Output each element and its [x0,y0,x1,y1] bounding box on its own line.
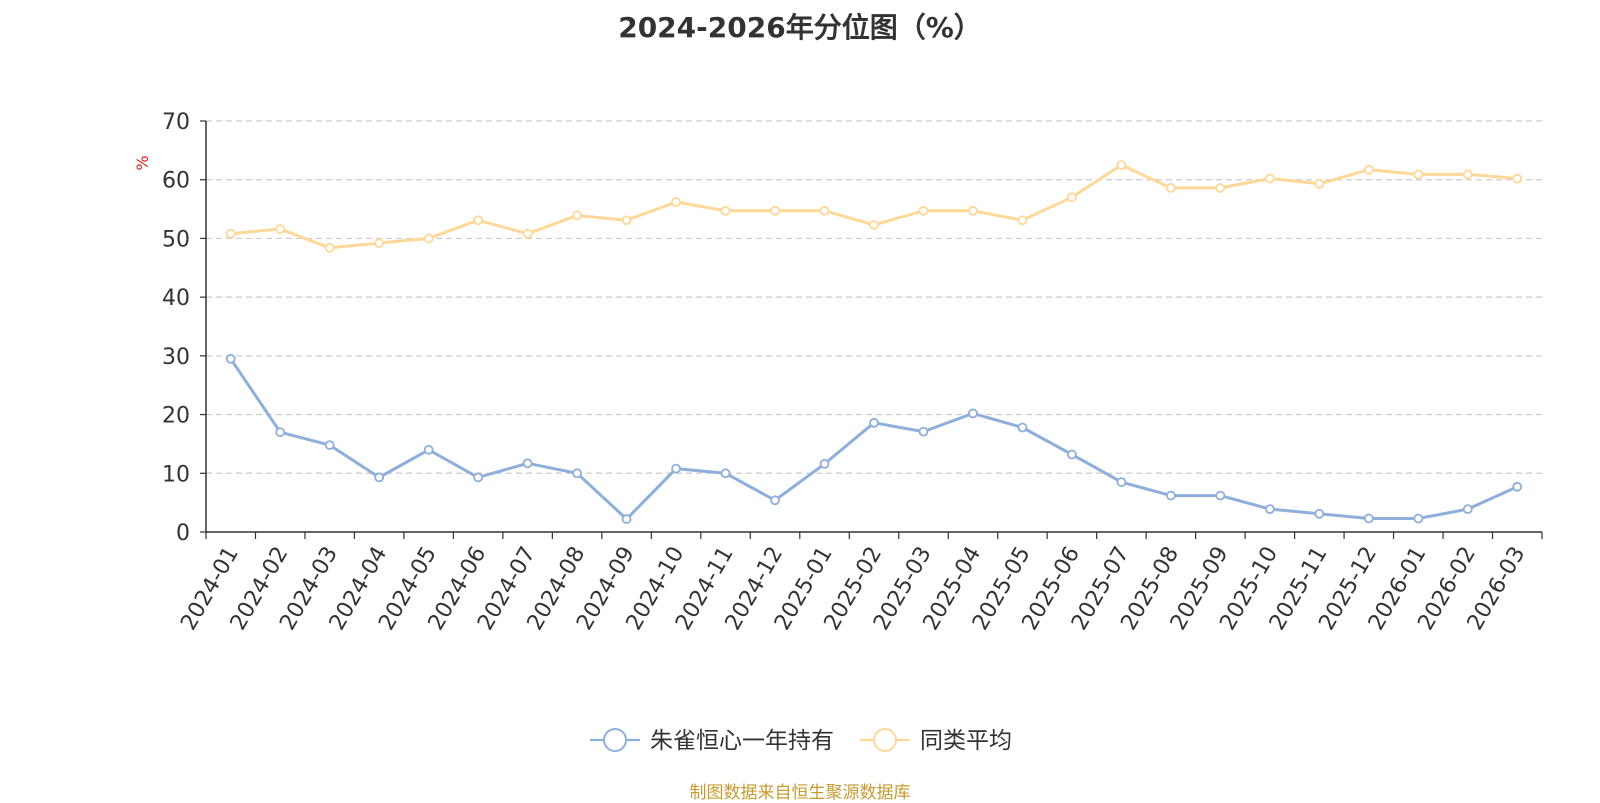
data-point[interactable] [1314,178,1325,189]
data-point[interactable] [473,472,484,483]
legend-item-2[interactable]: 同类平均 [860,728,1012,754]
data-point[interactable] [1067,192,1077,203]
data-point[interactable] [572,210,583,221]
data-point[interactable] [918,426,929,437]
data-point[interactable] [621,215,632,226]
data-point[interactable] [1215,490,1226,501]
data-point[interactable] [720,205,731,216]
y-tick-label: 60 [162,169,190,194]
data-point[interactable] [473,215,484,226]
data-point[interactable] [522,228,533,239]
data-point[interactable] [1215,183,1226,193]
series-line [230,163,1518,250]
legend-marker-icon [873,728,897,752]
data-point[interactable] [1067,449,1077,460]
data-point[interactable] [522,458,533,469]
data-point[interactable] [720,468,731,479]
data-point[interactable] [968,205,978,216]
data-point[interactable] [1264,173,1275,184]
data-point[interactable] [275,224,286,234]
data-point[interactable] [1116,160,1127,170]
data-point[interactable] [918,205,929,216]
data-point[interactable] [869,417,879,428]
axis-layer: 010203040506070%2024-012024-022024-03202… [133,110,1543,635]
data-point[interactable] [968,408,978,419]
data-point[interactable] [1116,477,1127,487]
series-1 [225,353,1523,524]
data-point[interactable] [225,228,236,239]
data-point[interactable] [770,205,780,216]
data-point[interactable] [225,353,236,364]
data-point[interactable] [1512,173,1523,184]
data-point[interactable] [1363,513,1374,524]
data-point[interactable] [819,205,830,216]
data-point[interactable] [572,468,583,479]
data-point[interactable] [423,444,434,455]
y-tick-label: 20 [162,404,190,429]
data-point[interactable] [275,427,286,438]
data-point[interactable] [1413,169,1424,180]
source-note: 制图数据来自恒生聚源数据库 [689,783,911,803]
y-tick-label: 0 [176,521,190,546]
data-point[interactable] [770,495,780,506]
data-point[interactable] [1264,504,1275,515]
data-point[interactable] [1413,513,1424,524]
data-point[interactable] [423,233,434,244]
data-point[interactable] [324,440,335,451]
data-point[interactable] [1462,504,1473,515]
legend-label: 朱雀恒心一年持有 [650,728,834,754]
series-2 [225,160,1523,253]
legend-item-1[interactable]: 朱雀恒心一年持有 [590,728,834,754]
data-point[interactable] [869,220,879,230]
data-point[interactable] [1314,508,1325,519]
data-point[interactable] [1512,481,1523,492]
series-layer [225,160,1523,524]
legend-label: 同类平均 [920,728,1012,754]
data-point[interactable] [671,463,681,474]
data-point[interactable] [1017,422,1028,433]
series-line [229,357,1518,521]
y-tick-label: 50 [162,227,190,252]
y-tick-label: 40 [162,286,190,311]
data-point[interactable] [1462,169,1473,180]
y-tick-label: 30 [162,345,190,370]
legend[interactable]: 朱雀恒心一年持有 同类平均 [590,728,1012,754]
data-point[interactable] [1017,215,1028,226]
data-point[interactable] [374,472,385,483]
data-point[interactable] [621,514,632,524]
y-tick-label: 10 [162,462,190,487]
data-point[interactable] [1165,490,1176,501]
data-point[interactable] [324,242,335,253]
legend-marker-icon [603,728,627,752]
data-point[interactable] [1363,164,1374,175]
y-axis-label: % [133,155,152,170]
data-point[interactable] [819,458,830,469]
y-tick-label: 70 [162,110,190,135]
data-point[interactable] [671,197,681,207]
data-point[interactable] [1165,183,1176,193]
data-point[interactable] [374,238,385,249]
chart-title: 2024-2026年分位图（%） [618,11,982,44]
